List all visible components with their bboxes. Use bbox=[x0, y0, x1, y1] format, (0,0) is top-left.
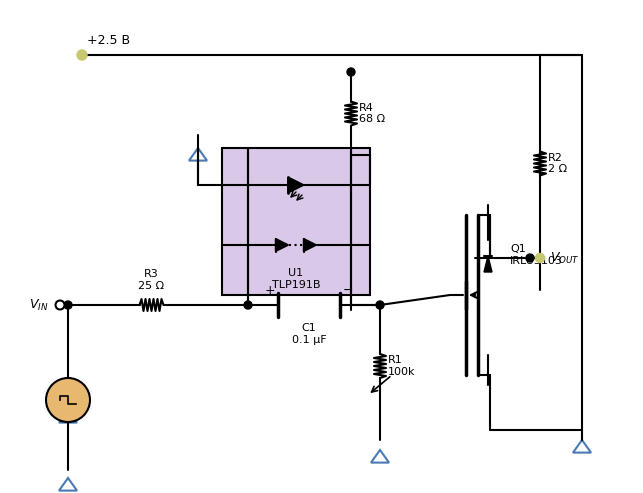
Circle shape bbox=[77, 50, 87, 60]
Text: +2.5 B: +2.5 B bbox=[87, 34, 130, 47]
Polygon shape bbox=[189, 148, 207, 161]
Circle shape bbox=[536, 253, 545, 262]
Circle shape bbox=[46, 378, 90, 422]
Polygon shape bbox=[371, 450, 389, 462]
Circle shape bbox=[55, 301, 64, 310]
Text: U1
TLP191B: U1 TLP191B bbox=[272, 268, 320, 290]
Polygon shape bbox=[59, 478, 77, 491]
Circle shape bbox=[526, 254, 534, 262]
Polygon shape bbox=[484, 256, 492, 272]
Circle shape bbox=[244, 301, 252, 309]
Text: Q1
IRLU3103: Q1 IRLU3103 bbox=[510, 244, 563, 266]
Circle shape bbox=[64, 301, 72, 309]
Polygon shape bbox=[573, 440, 591, 453]
Text: $V_{OUT}$: $V_{OUT}$ bbox=[550, 250, 580, 266]
Polygon shape bbox=[303, 239, 316, 251]
Polygon shape bbox=[288, 177, 304, 193]
Text: R3
25 Ω: R3 25 Ω bbox=[138, 269, 165, 291]
Text: −: − bbox=[343, 284, 353, 297]
Polygon shape bbox=[275, 239, 289, 251]
Circle shape bbox=[376, 301, 384, 309]
Text: R1
100k: R1 100k bbox=[388, 355, 415, 377]
Circle shape bbox=[347, 68, 355, 76]
Polygon shape bbox=[59, 410, 77, 423]
Text: C1
0.1 μF: C1 0.1 μF bbox=[292, 323, 326, 345]
Text: R4
68 Ω: R4 68 Ω bbox=[359, 103, 385, 124]
Text: R2
2 Ω: R2 2 Ω bbox=[548, 153, 567, 175]
Text: $V_{IN}$: $V_{IN}$ bbox=[28, 297, 48, 313]
Text: +: + bbox=[265, 284, 275, 297]
Bar bbox=[222, 148, 370, 295]
